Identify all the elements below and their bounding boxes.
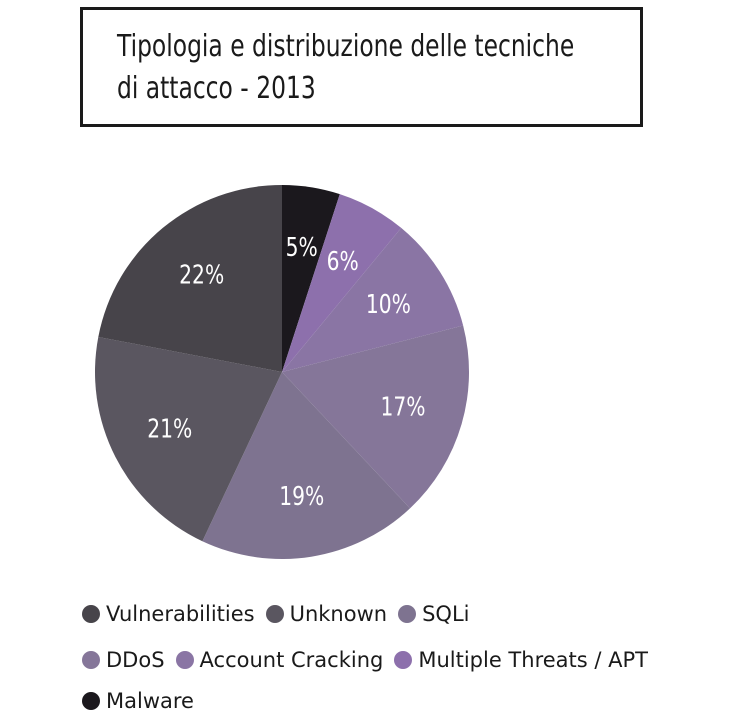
legend-swatch [265,605,284,623]
legend-swatch [82,605,100,623]
legend-swatch [175,651,194,669]
pie-chart: 5% 6%10% 17% 19% 21% 22% [94,185,470,559]
pie-slice-label-malware: 5% [286,232,318,262]
pie-slice-sqli [202,372,411,559]
pie-slice-label-sqli: 19% [279,481,324,511]
pie-slice-vulnerabilities [98,185,282,372]
legend-row: Vulnerabilities Unknown SQLi [82,599,480,629]
chart-title-line-2: di attacco - 2013 [117,71,316,106]
legend-label: Account Cracking [199,648,384,672]
pie-slice-label-unknown: 21% [147,414,192,444]
pie-slice-multiple-threats-apt [282,194,402,372]
legend-item-sqli: SQLi [398,602,469,626]
pie-slice-label-vulnerabilities: 22% [179,260,224,290]
legend-item-ddos: DDoS [82,648,165,672]
legend-item-unknown: Unknown [265,602,388,626]
legend-swatch [82,692,100,710]
pie-slice-malware [282,185,340,372]
pie-slice-label-account-cracking: 10% [366,289,411,319]
legend-label: Malware [106,689,194,713]
legend-item-account-cracking: Account Cracking [175,648,384,672]
pie-slice-unknown [94,336,282,542]
legend-item-multiple-threats-apt: Multiple Threats / APT [394,648,648,672]
legend-swatch [398,605,417,623]
legend-item-vulnerabilities: Vulnerabilities [82,602,255,626]
chart-title-line-1: Tipologia e distribuzione delle tecniche [117,29,575,64]
legend-swatch [394,651,413,669]
legend-item-malware: Malware [82,689,194,713]
legend-row: DDoS Account Cracking Multiple Threats / A… [82,645,659,675]
legend-label: SQLi [422,602,470,626]
chart-title: Tipologia e distribuzione delle tecniche… [117,26,575,110]
legend-label: Multiple Threats / APT [418,648,648,672]
legend-swatch [82,651,100,669]
legend-label: Vulnerabilities [106,602,255,626]
pie-slice-account-cracking [282,227,464,372]
legend-row: Malware [82,686,205,716]
chart-title-box: Tipologia e distribuzione delle tecniche… [80,7,643,127]
pie-slice-label-ddos: 17% [380,392,425,422]
pie-slice-ddos [282,325,470,509]
pie-slice-label-multiple-threats-apt: 6% [327,247,359,277]
legend-label: Unknown [289,602,388,626]
legend-label: DDoS [106,648,165,672]
